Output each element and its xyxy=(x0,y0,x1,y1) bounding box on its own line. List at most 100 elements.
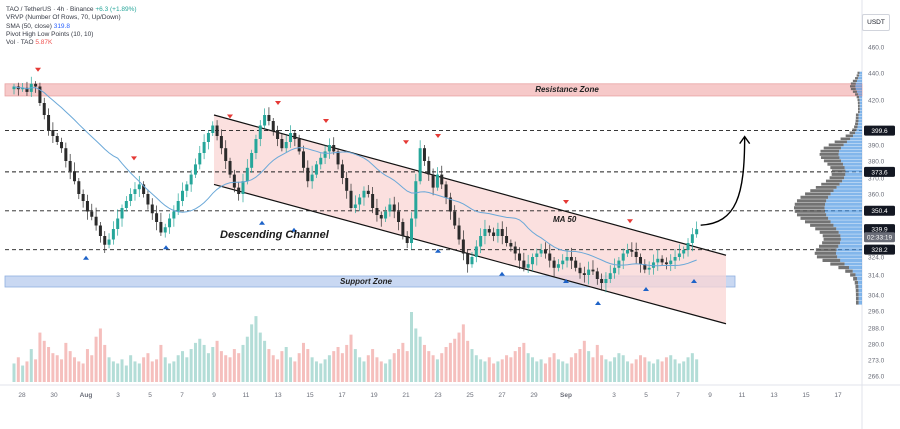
volume-profile-row xyxy=(850,85,856,88)
volume-profile-row xyxy=(853,277,858,281)
candle-body xyxy=(591,269,595,272)
volume-profile-row xyxy=(859,107,862,111)
projection-arrow-head xyxy=(739,135,751,145)
volume-profile-row xyxy=(800,216,829,220)
candle-body xyxy=(289,133,293,142)
volume-profile-row xyxy=(843,143,862,147)
candle-body xyxy=(120,208,124,219)
volume-bar xyxy=(47,347,51,382)
candle-body xyxy=(72,171,76,182)
volume-bar xyxy=(314,361,318,382)
volume-bar xyxy=(496,361,500,382)
price-tick-label: 296.0 xyxy=(868,308,885,315)
candle-body xyxy=(258,125,262,139)
volume-bar xyxy=(297,353,301,382)
volume-bar xyxy=(155,359,159,382)
candle-body xyxy=(168,218,172,228)
price-label-box xyxy=(864,205,895,216)
resistance-zone xyxy=(4,83,863,97)
candle-body xyxy=(176,201,180,212)
volume-bar xyxy=(509,357,513,382)
legend-pivot-row[interactable]: Pivot High Low Points (10, 10) xyxy=(6,31,137,39)
volume-bar xyxy=(595,344,599,382)
volume-profile-row xyxy=(850,137,862,141)
volume-bar xyxy=(111,361,115,382)
chart-legend: TAO / TetherUS · 4h · Binance +6.3 (+1.8… xyxy=(6,6,137,47)
candle-body xyxy=(651,262,655,268)
candle-body xyxy=(496,229,500,236)
candle-body xyxy=(669,260,673,265)
volume-profile-row xyxy=(846,140,862,144)
candle-body xyxy=(332,145,336,152)
volume-profile-row xyxy=(856,74,860,77)
volume-profile-row xyxy=(840,241,862,245)
volume-bar xyxy=(513,351,517,382)
channel-lower-line xyxy=(213,183,727,325)
volume-profile-row xyxy=(825,209,862,213)
volume-bar xyxy=(548,357,552,382)
time-tick-label: 11 xyxy=(243,392,250,399)
volume-profile-row xyxy=(830,262,845,266)
legend-symbol-row[interactable]: TAO / TetherUS · 4h · Binance +6.3 (+1.8… xyxy=(6,6,137,14)
legend-sma: SMA (50, close) xyxy=(6,22,52,30)
legend-volume-row[interactable]: Vol · TAO 5.87K xyxy=(6,39,137,47)
volume-bar xyxy=(362,361,366,382)
volume-profile-row xyxy=(859,110,862,114)
volume-bar xyxy=(448,342,452,382)
legend-sma-row[interactable]: SMA (50, close) 319.8 xyxy=(6,23,137,31)
price-tick-label: 440.0 xyxy=(868,70,885,77)
candle-body xyxy=(518,253,522,261)
pivot-low-marker xyxy=(291,227,297,232)
volume-bar xyxy=(427,351,431,382)
candle-body xyxy=(254,139,258,153)
volume-profile-row xyxy=(838,244,862,248)
volume-profile-row xyxy=(852,269,862,273)
candle-body xyxy=(129,194,133,201)
volume-profile-row xyxy=(849,266,862,270)
volume-bar xyxy=(410,312,414,382)
candle-body xyxy=(211,125,215,133)
candle-body xyxy=(297,139,301,152)
candle-body xyxy=(630,250,634,252)
volume-bar xyxy=(621,355,625,382)
volume-profile-row xyxy=(796,213,827,217)
volume-profile-row xyxy=(857,281,862,285)
candle-body xyxy=(189,174,193,185)
time-tick-label: 9 xyxy=(212,392,216,399)
candle-body xyxy=(379,215,383,219)
pivot-low-marker xyxy=(563,279,569,283)
volume-bar xyxy=(198,338,202,382)
volume-profile-row xyxy=(793,206,825,210)
volume-bar xyxy=(293,361,297,382)
legend-vrvp-row[interactable]: VRVP (Number Of Rows, 70, Up/Down) xyxy=(6,14,137,22)
candle-body xyxy=(448,197,452,212)
volume-profile-row xyxy=(825,179,843,183)
volume-bar xyxy=(388,359,392,382)
time-tick-label: 15 xyxy=(306,392,314,399)
candle-body xyxy=(193,164,197,175)
volume-bar xyxy=(626,361,630,382)
candle-body xyxy=(90,211,94,217)
candle-body xyxy=(410,218,414,243)
price-tick-label: 460.0 xyxy=(868,44,885,51)
volume-profile-row xyxy=(842,179,862,183)
currency-button[interactable]: USDT xyxy=(862,14,890,31)
time-tick-label: 19 xyxy=(370,392,378,399)
price-tick-label: 420.0 xyxy=(868,97,885,104)
volume-bar xyxy=(418,336,422,382)
candle-body xyxy=(483,229,487,236)
candle-body xyxy=(444,184,448,198)
volume-profile-row xyxy=(857,125,862,129)
volume-profile-row xyxy=(858,119,862,123)
price-tick-label: 324.0 xyxy=(868,254,885,261)
candle-body xyxy=(51,130,55,136)
candle-body xyxy=(535,253,539,257)
volume-bar xyxy=(137,363,141,382)
volume-profile-row xyxy=(814,251,837,255)
volume-profile-row xyxy=(830,220,862,224)
volume-profile-row xyxy=(857,71,860,74)
price-label-box xyxy=(864,125,895,136)
volume-profile-row xyxy=(821,182,840,186)
volume-bar xyxy=(77,361,81,382)
